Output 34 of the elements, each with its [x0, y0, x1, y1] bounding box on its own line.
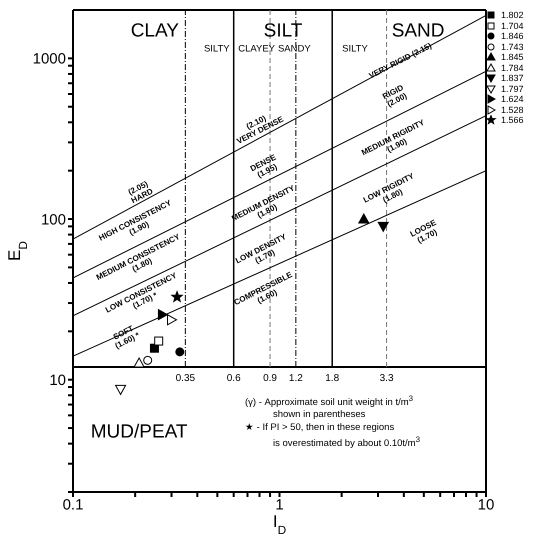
annotation: SILTY: [204, 44, 230, 55]
y-tick-label: 100: [40, 211, 66, 228]
ref-line-label: 0.9: [263, 372, 278, 384]
legend-label: 1.528: [501, 104, 524, 115]
text: (γ) - Approximate soil unit weight in t/m$^{3}$ shown in parentheses: [245, 394, 414, 420]
legend-label: 1.837: [501, 73, 524, 84]
legend-label: 1.846: [501, 31, 524, 42]
annotation: MUD/PEAT: [90, 422, 188, 443]
annotation: SILT: [264, 20, 303, 42]
annotation: SILTY: [342, 44, 368, 55]
ref-line-label: 1.8: [325, 372, 340, 384]
y-tick-label: 1000: [32, 50, 66, 68]
legend-label: 1.566: [501, 115, 524, 126]
x-tick-label: 1: [275, 496, 284, 514]
legend-label: 1.797: [501, 84, 524, 94]
annotation: ★ - If PI > 50, then in these regions is overestimated by about 0.10t/m$^{3}$: [245, 422, 420, 450]
x-tick-label: 10: [478, 496, 494, 514]
ref-line-label: 1.2: [288, 372, 304, 384]
annotation: SAND: [392, 20, 444, 42]
annotation: SANDY: [278, 44, 312, 55]
annotation: CLAY: [130, 20, 180, 42]
annotation: CLAYEY: [238, 44, 276, 55]
legend-label: 1.802: [501, 10, 524, 20]
ref-line-label: 0.35: [176, 372, 196, 384]
ref-line-label: 0.6: [226, 372, 242, 384]
legend-label: 1.624: [501, 94, 524, 104]
x-tick-label: 0.1: [62, 496, 84, 514]
legend-label: 1.704: [501, 20, 524, 31]
x-axis-title: I$_{D}$: [272, 512, 287, 537]
legend-label: 1.845: [501, 52, 524, 62]
y-tick-label: 10: [49, 372, 66, 390]
legend-label: 1.743: [501, 42, 524, 52]
legend-label: 1.784: [501, 62, 524, 73]
ref-line-label: 3.3: [380, 372, 394, 384]
